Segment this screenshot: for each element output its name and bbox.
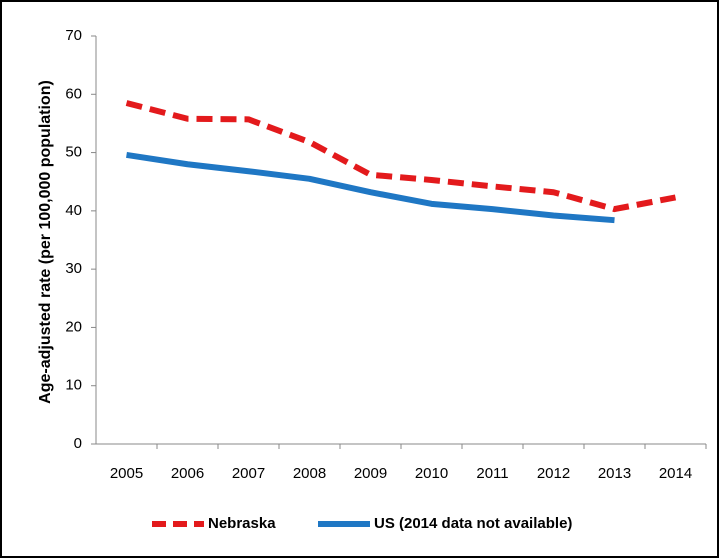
y-tick-label: 60 — [65, 85, 82, 102]
x-tick-label: 2014 — [659, 465, 692, 482]
y-tick-label: 0 — [74, 435, 82, 452]
x-tick-label: 2011 — [476, 465, 508, 482]
y-tick-label: 30 — [65, 260, 82, 277]
x-tick-label: 2008 — [293, 465, 326, 482]
x-tick-label: 2006 — [171, 465, 204, 482]
x-tick-label: 2013 — [598, 465, 631, 482]
x-tick-label: 2010 — [415, 465, 448, 482]
series-line — [125, 100, 677, 213]
x-tick-label: 2005 — [110, 465, 143, 482]
x-tick-label: 2009 — [354, 465, 387, 482]
y-axis-label: Age-adjusted rate (per 100,000 populatio… — [37, 80, 54, 404]
legend-label: US (2014 data not available) — [374, 515, 572, 532]
y-tick-label: 10 — [65, 377, 82, 394]
y-tick-label: 20 — [65, 318, 82, 335]
y-tick-label: 40 — [65, 202, 82, 219]
series-line — [126, 151, 615, 224]
y-tick-label: 70 — [65, 27, 82, 44]
x-tick-label: 2012 — [537, 465, 570, 482]
x-tick-label: 2007 — [232, 465, 265, 482]
legend-label: Nebraska — [208, 515, 276, 532]
y-tick-label: 50 — [65, 144, 82, 161]
